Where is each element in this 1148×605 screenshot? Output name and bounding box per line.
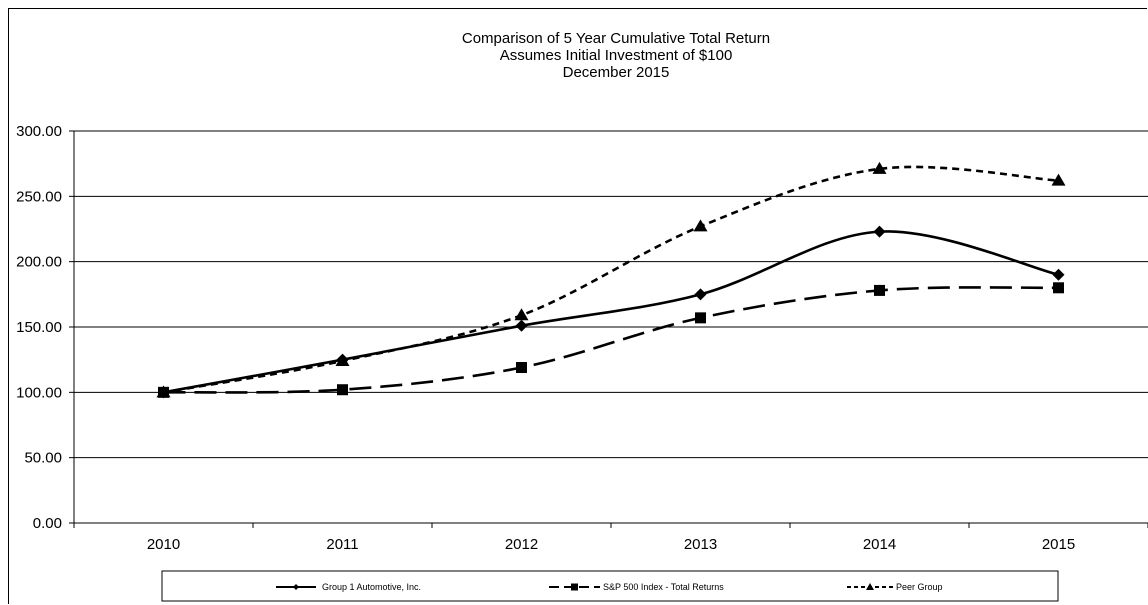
chart-frame <box>8 8 1147 604</box>
data-point-triangle <box>1051 173 1066 186</box>
legend-marker <box>571 583 578 591</box>
legend-label: S&P 500 Index - Total Returns <box>603 582 724 592</box>
x-tick-label: 2013 <box>684 536 717 553</box>
series-line <box>163 230 1059 394</box>
x-tick-label: 2010 <box>147 536 180 553</box>
gridlines <box>74 130 1148 524</box>
axes: 0.00 50.00 100.00 150.00 200.00 250.00 300.00 2… <box>16 123 1148 553</box>
data-point-triangle <box>335 353 350 366</box>
x-tick-label: 2012 <box>505 536 538 553</box>
chart-title-block: Comparison of 5 Year Cumulative Total Re… <box>0 30 1148 81</box>
data-point-diamond <box>515 319 528 332</box>
x-tick-label: 2011 <box>326 536 358 553</box>
y-tick-label: 200.00 <box>16 254 62 271</box>
y-tick-label: 50.00 <box>24 450 62 467</box>
data-point-square <box>516 362 527 374</box>
series-line <box>163 165 1059 394</box>
y-tick-label: 0.00 <box>33 515 62 532</box>
x-tick-label: 2014 <box>863 536 896 553</box>
chart-subtitle-line-2: December 2015 <box>562 64 670 81</box>
data-point-triangle <box>693 219 708 232</box>
chart-title: Comparison of 5 Year Cumulative Total Re… <box>461 30 771 47</box>
y-tick-label: 100.00 <box>16 384 62 401</box>
legend-marker <box>293 584 299 590</box>
data-point-diamond <box>694 288 707 301</box>
series-diamond <box>157 225 1065 399</box>
legend: Group 1 Automotive, Inc. S&P 500 Index - … <box>161 570 1059 602</box>
y-tick-label: 300.00 <box>16 123 62 140</box>
chart-subtitle-line-1: Assumes Initial Investment of $100 <box>499 47 733 64</box>
series-square <box>158 282 1064 398</box>
series-triangle <box>156 161 1066 398</box>
data-point-square <box>1053 282 1064 294</box>
data-point-square <box>337 384 348 396</box>
legend-marker <box>866 583 874 590</box>
series-line <box>163 286 1059 394</box>
legend-label: Group 1 Automotive, Inc. <box>322 582 421 592</box>
data-point-diamond <box>1052 268 1065 281</box>
y-tick-label: 150.00 <box>16 319 62 336</box>
data-point-triangle <box>514 308 529 321</box>
legend-item: Peer Group <box>847 582 943 592</box>
legend-item: Group 1 Automotive, Inc. <box>276 582 421 592</box>
legend-label: Peer Group <box>896 582 943 592</box>
data-point-triangle <box>872 161 887 174</box>
x-tick-label: 2015 <box>1042 536 1075 553</box>
data-point-square <box>874 284 885 296</box>
y-tick-label: 250.00 <box>16 188 62 205</box>
data-point-square <box>695 312 706 324</box>
data-point-diamond <box>873 225 886 238</box>
data-point-triangle <box>156 385 171 398</box>
series-lines <box>156 161 1066 399</box>
legend-item: S&P 500 Index - Total Returns <box>549 582 724 592</box>
